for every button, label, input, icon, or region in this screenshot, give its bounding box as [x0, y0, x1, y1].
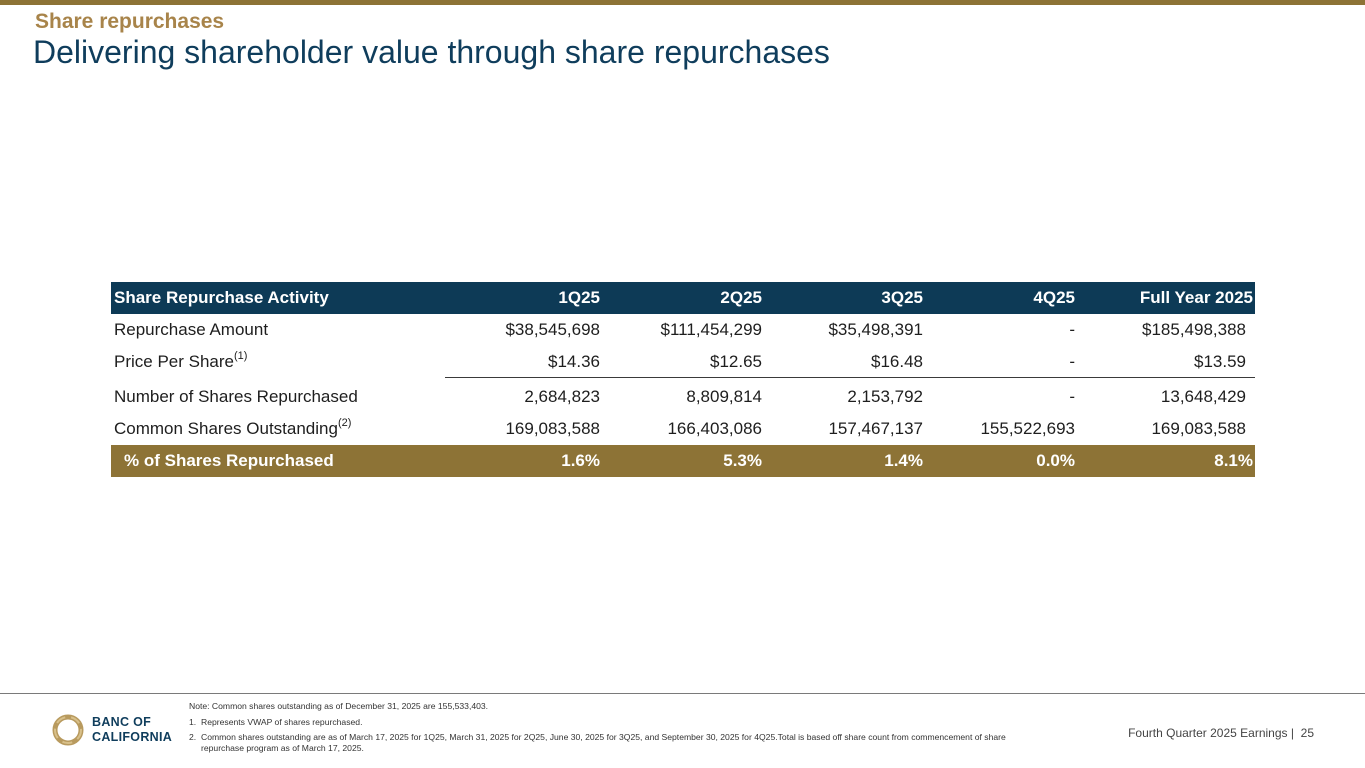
table-cell: -	[1069, 352, 1075, 371]
share-repurchase-table: Share Repurchase Activity 1Q25 2Q25 3Q25…	[111, 282, 1255, 477]
top-accent-bar	[0, 0, 1365, 5]
table-cell: 8,809,814	[686, 387, 762, 406]
table-cell: -	[1069, 387, 1075, 406]
table-cell: 2,153,792	[847, 387, 923, 406]
table-cell: $111,454,299	[660, 320, 762, 339]
table-row: Repurchase Amount $38,545,698 $111,454,2…	[111, 314, 1255, 346]
column-header: Share Repurchase Activity	[114, 288, 329, 307]
table-cell: 5.3%	[723, 451, 762, 470]
table-cell: 1.6%	[561, 451, 600, 470]
footnote-ref: (1)	[234, 350, 248, 362]
logo-wordmark: BANC OF CALIFORNIA	[92, 715, 173, 744]
table-total-row: % of Shares Repurchased 1.6% 5.3% 1.4% 0…	[111, 445, 1255, 477]
table-cell: $13.59	[1194, 352, 1246, 371]
page-footer-label: Fourth Quarter 2025 Earnings | 25	[1128, 726, 1314, 740]
page-title: Delivering shareholder value through sha…	[33, 34, 830, 70]
table-row: Number of Shares Repurchased 2,684,823 8…	[111, 381, 1255, 413]
table-cell: -	[1069, 320, 1075, 339]
table-cell: 157,467,137	[828, 419, 923, 438]
footer-divider	[0, 693, 1365, 694]
table-cell: $14.36	[548, 352, 600, 371]
table-row: Price Per Share(1) $14.36 $12.65 $16.48 …	[114, 346, 1255, 378]
table-cell: 1.4%	[884, 451, 923, 470]
table-cell: 2,684,823	[524, 387, 600, 406]
row-label: % of Shares Repurchased	[124, 451, 334, 470]
row-label: Price Per Share(1)	[114, 350, 248, 372]
column-header: 2Q25	[720, 288, 762, 307]
column-header: 1Q25	[558, 288, 600, 307]
table-cell: $185,498,388	[1142, 320, 1246, 339]
row-label: Common Shares Outstanding(2)	[114, 417, 352, 439]
banc-of-california-logo: BANC OF CALIFORNIA	[50, 712, 180, 748]
table-cell: 0.0%	[1036, 451, 1075, 470]
column-header: 3Q25	[881, 288, 923, 307]
column-header: 4Q25	[1033, 288, 1075, 307]
note-text: Note: Common shares outstanding as of De…	[189, 701, 489, 711]
table-cell: 169,083,588	[505, 419, 600, 438]
footnotes: Note: Common shares outstanding as of De…	[189, 701, 1019, 758]
row-label: Number of Shares Repurchased	[114, 387, 358, 406]
table-cell: $38,545,698	[505, 320, 600, 339]
table-cell: 155,522,693	[980, 419, 1075, 438]
table-cell: 169,083,588	[1151, 419, 1246, 438]
row-label: Repurchase Amount	[114, 320, 269, 339]
table-cell: 8.1%	[1214, 451, 1253, 470]
column-header: Full Year 2025	[1139, 288, 1253, 307]
table-row: Common Shares Outstanding(2) 169,083,588…	[111, 413, 1255, 445]
table-cell: $16.48	[871, 352, 923, 371]
footnote: 1. Represents VWAP of shares repurchased…	[189, 717, 363, 727]
table-cell: 166,403,086	[667, 419, 762, 438]
table-cell: $12.65	[710, 352, 762, 371]
footnote-ref: (2)	[337, 417, 352, 429]
footnote: 2. Common shares outstanding are as of M…	[189, 732, 1006, 753]
page-number: 25	[1300, 726, 1314, 740]
section-title: Share repurchases	[35, 10, 225, 33]
table-header-row: Share Repurchase Activity 1Q25 2Q25 3Q25…	[111, 282, 1255, 314]
table-cell: 13,648,429	[1160, 387, 1246, 406]
table-cell: $35,498,391	[828, 320, 923, 339]
logo-mark-icon	[52, 714, 84, 746]
